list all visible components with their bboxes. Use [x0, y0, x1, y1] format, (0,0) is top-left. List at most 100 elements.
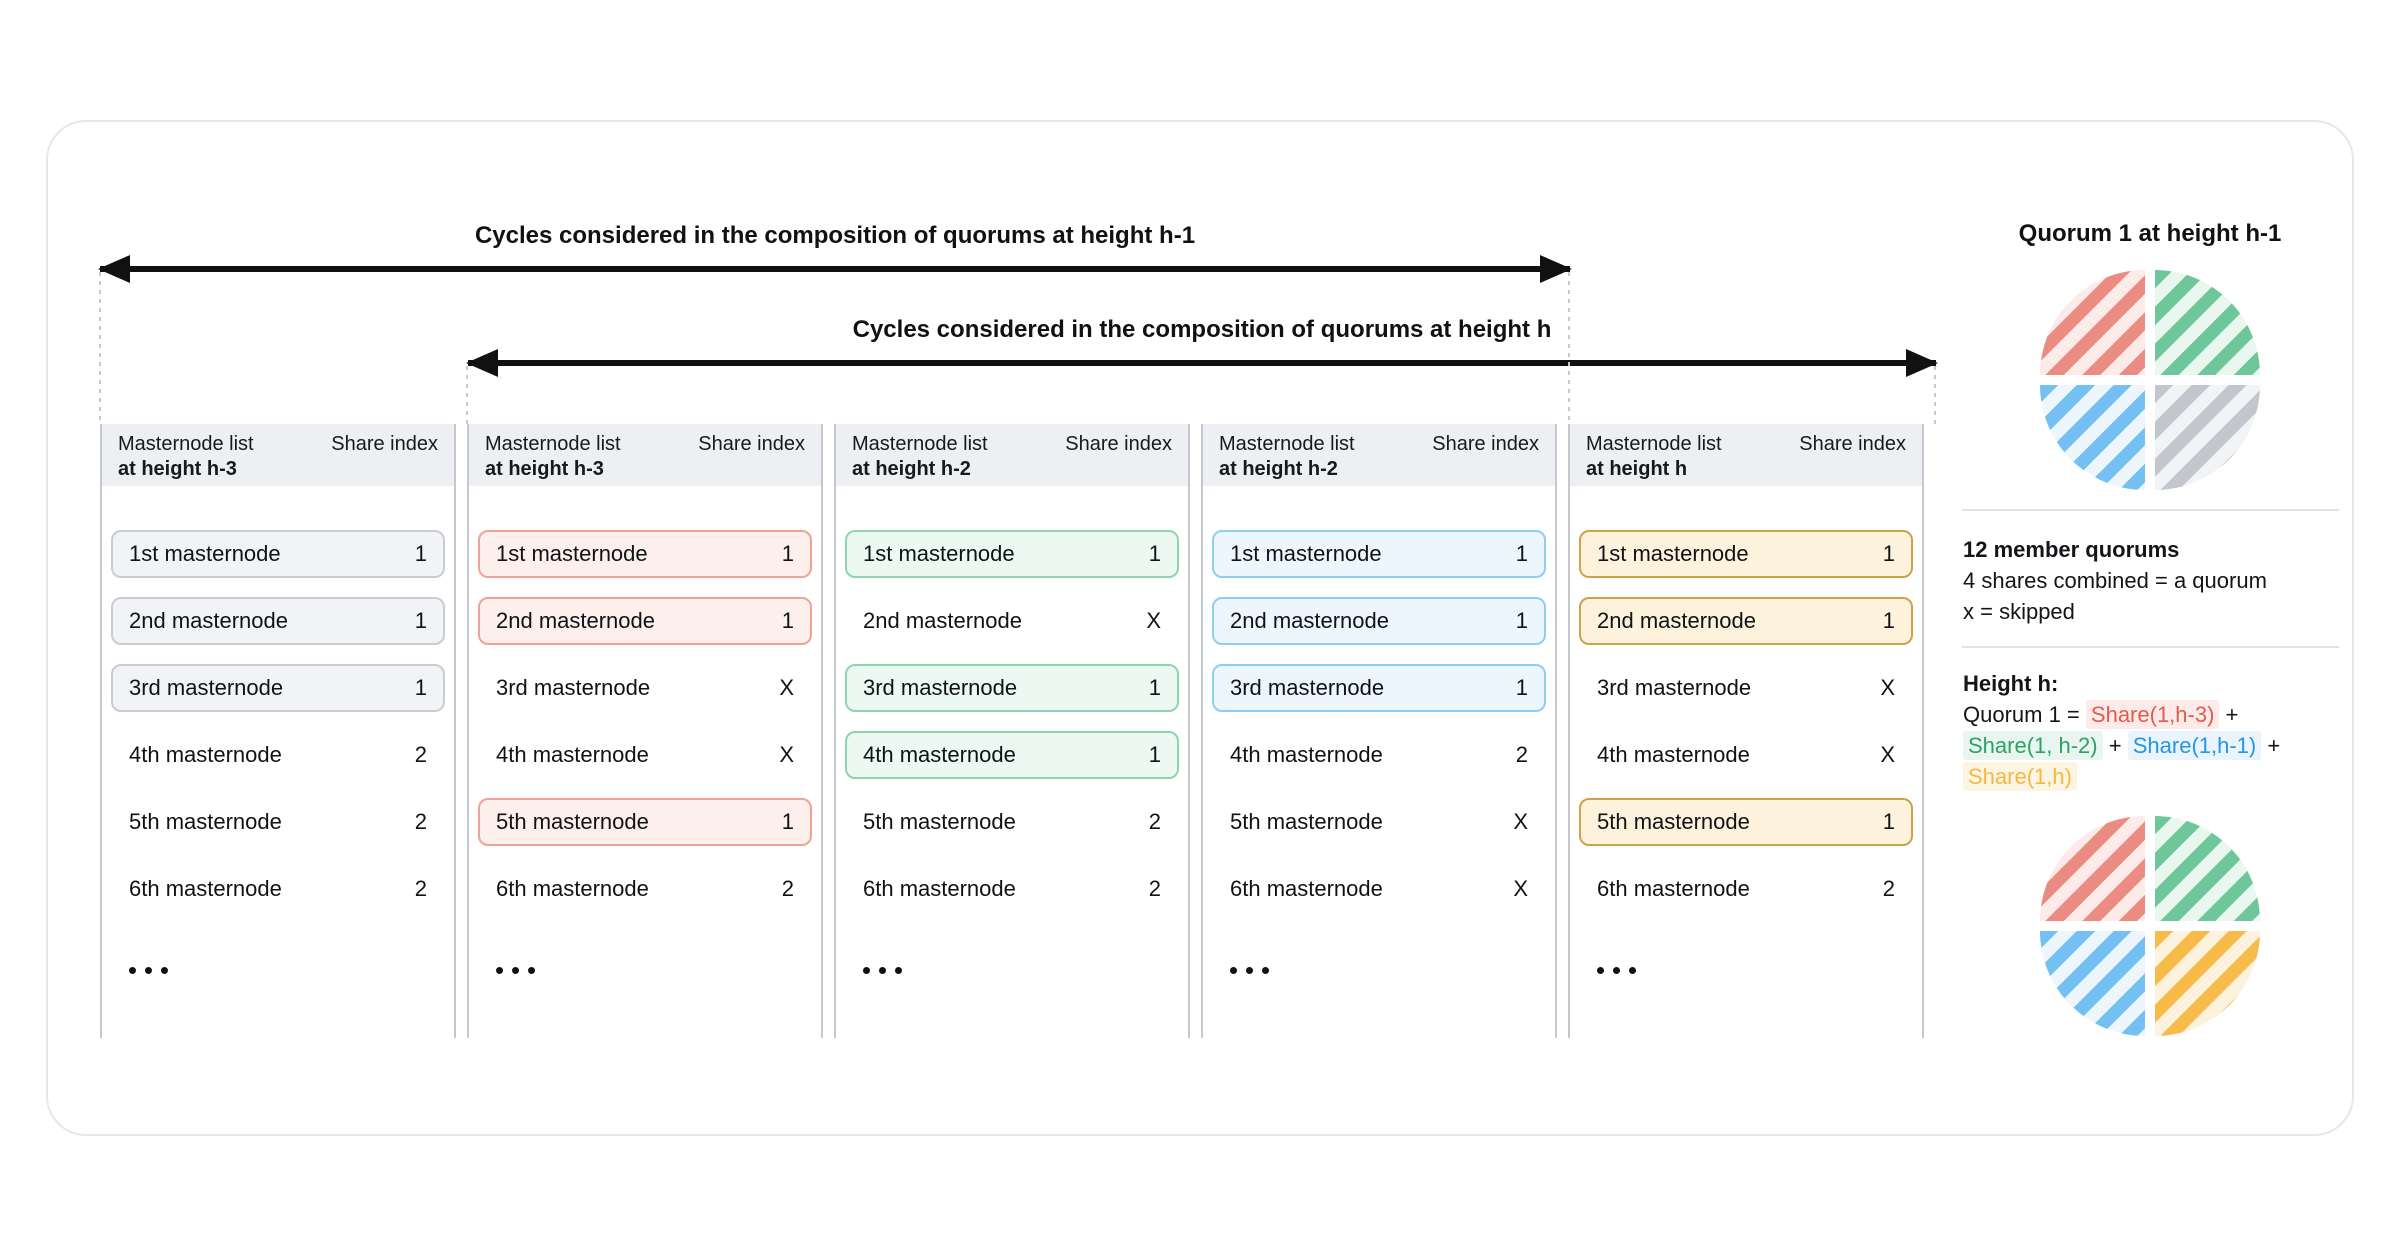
legend-notes: 12 member quorums 4 shares combined = a …	[1963, 534, 2267, 627]
share-index-value: 1	[1515, 608, 1528, 633]
share-index-value: X	[1880, 742, 1895, 767]
column-header: Masternode list Share index at height h-3	[102, 424, 454, 486]
table-row: 2nd masternode 1	[1579, 597, 1913, 645]
column-subtitle: at height h-3	[485, 458, 604, 480]
masternode-name: 5th masternode	[863, 809, 1016, 834]
masternode-name: 2nd masternode	[496, 608, 655, 633]
masternode-name: 3rd masternode	[129, 675, 284, 700]
column-subtitle: at height h	[1586, 458, 1688, 480]
share-index-value: 1	[1148, 742, 1161, 767]
share-index-value: X	[1513, 809, 1528, 834]
masternode-name: 6th masternode	[496, 876, 649, 901]
column-title: Masternode list	[118, 433, 254, 455]
table-row: 5th masternode 2	[845, 798, 1179, 846]
span-arrow-height-h	[466, 349, 1938, 377]
table-row: 1st masternode 1	[1579, 530, 1913, 578]
masternode-name: 5th masternode	[1597, 809, 1750, 834]
share-index-header: Share index	[1065, 433, 1172, 455]
arrow-label-height-h: Cycles considered in the composition of …	[852, 316, 1552, 343]
share-index-value: 2	[781, 876, 794, 901]
table-row: 5th masternode 1	[478, 798, 812, 846]
table-row: 2nd masternode 1	[111, 597, 445, 645]
share-index-value: 1	[1515, 675, 1528, 700]
ellipsis	[496, 967, 812, 974]
table-row: 4th masternode 1	[845, 731, 1179, 779]
masternode-name: 6th masternode	[129, 876, 282, 901]
ellipsis	[1230, 967, 1546, 974]
masternode-column: Masternode list Share index at height h-3 1…	[467, 424, 823, 1038]
span-arrow-height-h1	[98, 255, 1572, 283]
table-row: 3rd masternode 1	[845, 664, 1179, 712]
table-row: 6th masternode 2	[111, 865, 445, 913]
dashed-guide	[466, 366, 468, 424]
quorum-pie-top	[2040, 270, 2260, 490]
column-title: Masternode list	[852, 433, 988, 455]
height-h-formula: Height h: Quorum 1 = Share(1,h-3) + Shar…	[1963, 668, 2373, 792]
masternode-name: 2nd masternode	[1597, 608, 1756, 633]
column-header: Masternode list Share index at height h-2	[836, 424, 1188, 486]
masternode-name: 6th masternode	[1230, 876, 1383, 901]
masternode-name: 6th masternode	[1597, 876, 1750, 901]
table-row: 6th masternode 2	[1579, 865, 1913, 913]
masternode-name: 5th masternode	[1230, 809, 1383, 834]
table-row: 6th masternode 2	[845, 865, 1179, 913]
share-index-value: 2	[1882, 876, 1895, 901]
formula-term-share-h1: Share(1,h-1)	[2127, 731, 2262, 760]
ellipsis	[1597, 967, 1913, 974]
column-header: Masternode list Share index at height h	[1570, 424, 1922, 486]
masternode-name: 4th masternode	[863, 742, 1016, 767]
table-row: 2nd masternode 1	[478, 597, 812, 645]
table-row: 5th masternode X	[1212, 798, 1546, 846]
share-index-value: 1	[1882, 608, 1895, 633]
masternode-name: 1st masternode	[1597, 541, 1749, 566]
pie-quadrant-red	[2040, 270, 2145, 375]
formula-line-1: Quorum 1 = Share(1,h-3) +	[1963, 699, 2373, 730]
dashed-guide	[1934, 366, 1936, 424]
pie-quadrant-red	[2040, 816, 2145, 921]
note-member-quorums: 12 member quorums	[1963, 537, 2180, 562]
pie-quadrant-green	[2155, 816, 2260, 921]
pie-quadrant-gray	[2155, 385, 2260, 490]
table-row: 1st masternode 1	[1212, 530, 1546, 578]
share-index-value: 1	[414, 608, 427, 633]
masternode-name: 1st masternode	[129, 541, 281, 566]
formula-line-2: Share(1, h-2) + Share(1,h-1) +	[1963, 730, 2373, 761]
share-index-value: 2	[414, 809, 427, 834]
column-title: Masternode list	[1219, 433, 1355, 455]
masternode-column: Masternode list Share index at height h-2 1…	[834, 424, 1190, 1038]
table-row: 4th masternode 2	[1212, 731, 1546, 779]
formula-term-share-h: Share(1,h)	[1963, 762, 2077, 791]
share-index-value: 1	[1882, 809, 1895, 834]
column-header: Masternode list Share index at height h-3	[469, 424, 821, 486]
masternode-name: 5th masternode	[129, 809, 282, 834]
share-index-value: 1	[414, 541, 427, 566]
ellipsis	[129, 967, 445, 974]
plus-sign: +	[2108, 733, 2122, 758]
share-index-value: 1	[1882, 541, 1895, 566]
legend-divider	[1962, 509, 2339, 511]
share-index-value: 1	[1515, 541, 1528, 566]
table-row: 3rd masternode X	[478, 664, 812, 712]
table-row: 4th masternode 2	[111, 731, 445, 779]
table-row: 6th masternode 2	[478, 865, 812, 913]
masternode-column: Masternode list Share index at height h-2 1…	[1201, 424, 1557, 1038]
note-skipped: x = skipped	[1963, 599, 2075, 624]
legend-title: Quorum 1 at height h-1	[2018, 220, 2282, 247]
share-index-value: X	[1513, 876, 1528, 901]
masternode-name: 2nd masternode	[129, 608, 288, 633]
share-index-value: 2	[414, 742, 427, 767]
dashed-guide	[99, 272, 101, 424]
table-row: 6th masternode X	[1212, 865, 1546, 913]
table-row: 4th masternode X	[1579, 731, 1913, 779]
share-index-value: 2	[1148, 809, 1161, 834]
table-row: 1st masternode 1	[845, 530, 1179, 578]
masternode-column: Masternode list Share index at height h 1st…	[1568, 424, 1924, 1038]
formula-prefix: Quorum 1 =	[1963, 702, 2080, 727]
pie-quadrant-green	[2155, 270, 2260, 375]
column-header: Masternode list Share index at height h-2	[1203, 424, 1555, 486]
pie-quadrant-blue	[2040, 385, 2145, 490]
formula-term-share-h3: Share(1,h-3)	[2085, 700, 2220, 729]
table-row: 3rd masternode 1	[1212, 664, 1546, 712]
masternode-name: 3rd masternode	[863, 675, 1018, 700]
